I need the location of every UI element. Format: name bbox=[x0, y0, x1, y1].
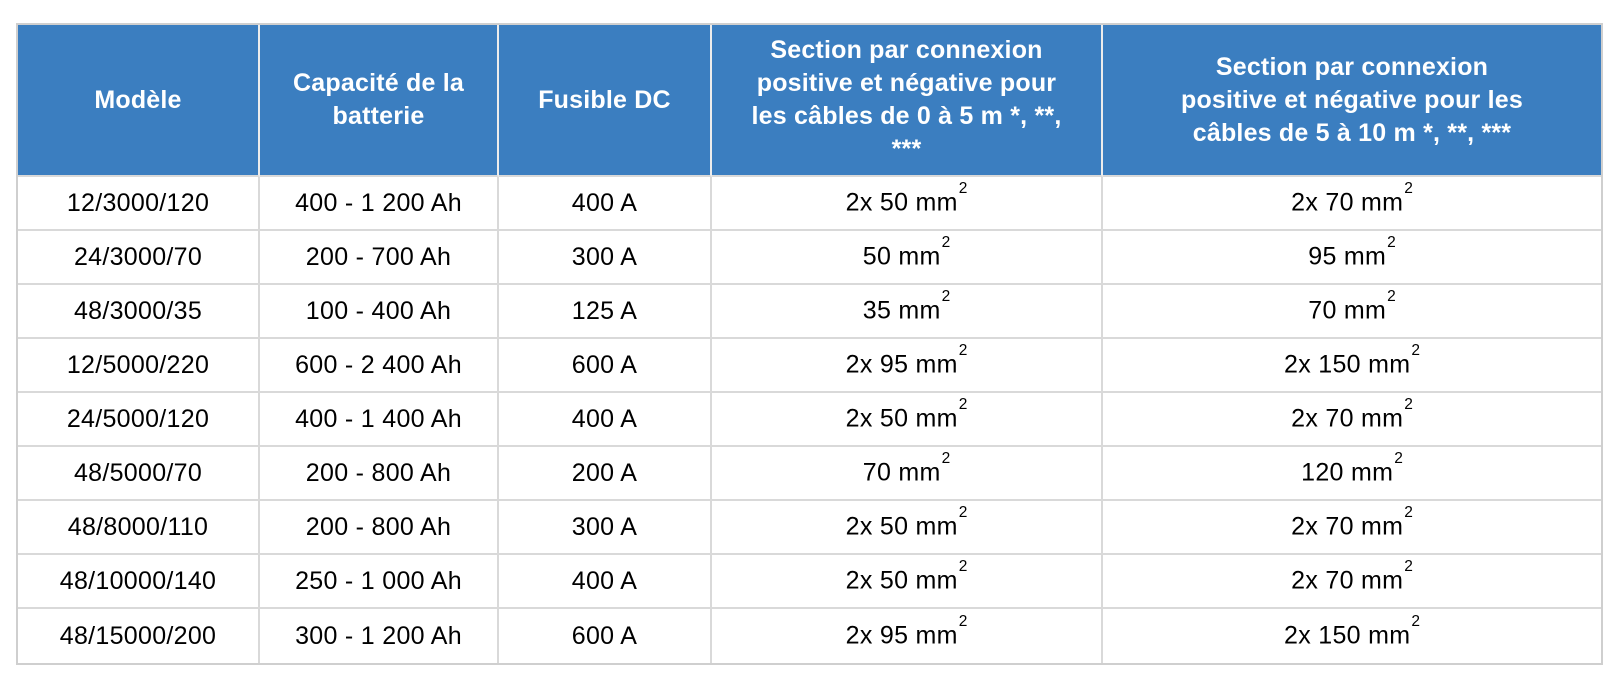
table-cell-r3-c0: 12/5000/220 bbox=[18, 339, 260, 393]
table-cell-r2-c4: 70 mm2 bbox=[1103, 285, 1601, 339]
table-row-7: 48/10000/140 250 - 1 000 Ah 400 A 2x 50 mm2… bbox=[18, 555, 1601, 609]
table-row-0: 12/3000/120 400 - 1 200 Ah 400 A 2x 50 mm2 2… bbox=[18, 177, 1601, 231]
superscript-2: 2 bbox=[941, 287, 951, 305]
inverter-spec-table: Modèle Capacité de la batterie Fusible DC S… bbox=[16, 23, 1603, 665]
table-body: 12/3000/120 400 - 1 200 Ah 400 A 2x 50 mm2 2… bbox=[18, 177, 1601, 663]
superscript-2: 2 bbox=[958, 612, 968, 630]
superscript-2: 2 bbox=[1387, 233, 1396, 251]
table-cell-r2-c2: 125 A bbox=[499, 285, 712, 339]
column-header-4: Section par connexion positive et négati… bbox=[1103, 25, 1601, 177]
superscript-2: 2 bbox=[958, 503, 968, 521]
header-row: Modèle Capacité de la batterie Fusible DC S… bbox=[18, 25, 1601, 177]
table-cell-r7-c2: 400 A bbox=[499, 555, 712, 609]
table-cell-r4-c2: 400 A bbox=[499, 393, 712, 447]
table-cell-r7-c4: 2x 70 mm2 bbox=[1103, 555, 1601, 609]
table-row-1: 24/3000/70 200 - 700 Ah 300 A 50 mm2 95 mm2 bbox=[18, 231, 1601, 285]
column-header-1: Capacité de la batterie bbox=[260, 25, 499, 177]
column-header-3: Section par connexion positive et négati… bbox=[712, 25, 1103, 177]
table-cell-r7-c0: 48/10000/140 bbox=[18, 555, 260, 609]
table-cell-r4-c1: 400 - 1 400 Ah bbox=[260, 393, 499, 447]
superscript-2: 2 bbox=[1404, 395, 1413, 413]
table-cell-r4-c0: 24/5000/120 bbox=[18, 393, 260, 447]
column-header-2: Fusible DC bbox=[499, 25, 712, 177]
table-cell-r0-c3: 2x 50 mm2 bbox=[712, 177, 1103, 231]
superscript-2: 2 bbox=[958, 179, 968, 197]
table-cell-r7-c1: 250 - 1 000 Ah bbox=[260, 555, 499, 609]
table-cell-r1-c1: 200 - 700 Ah bbox=[260, 231, 499, 285]
table-cell-r6-c4: 2x 70 mm2 bbox=[1103, 501, 1601, 555]
table-cell-r7-c3: 2x 50 mm2 bbox=[712, 555, 1103, 609]
table-cell-r5-c0: 48/5000/70 bbox=[18, 447, 260, 501]
superscript-2: 2 bbox=[1387, 287, 1396, 305]
table-cell-r8-c2: 600 A bbox=[499, 609, 712, 663]
table-cell-r8-c0: 48/15000/200 bbox=[18, 609, 260, 663]
table-row-6: 48/8000/110 200 - 800 Ah 300 A 2x 50 mm2 2x … bbox=[18, 501, 1601, 555]
table-row-2: 48/3000/35 100 - 400 Ah 125 A 35 mm2 70 mm2 bbox=[18, 285, 1601, 339]
superscript-2: 2 bbox=[1394, 449, 1403, 467]
table-cell-r0-c2: 400 A bbox=[499, 177, 712, 231]
table-cell-r3-c4: 2x 150 mm2 bbox=[1103, 339, 1601, 393]
table-cell-r4-c3: 2x 50 mm2 bbox=[712, 393, 1103, 447]
superscript-2: 2 bbox=[958, 395, 968, 413]
table-cell-r3-c1: 600 - 2 400 Ah bbox=[260, 339, 499, 393]
superscript-2: 2 bbox=[958, 557, 968, 575]
table-cell-r0-c0: 12/3000/120 bbox=[18, 177, 260, 231]
table-cell-r6-c2: 300 A bbox=[499, 501, 712, 555]
table-cell-r3-c3: 2x 95 mm2 bbox=[712, 339, 1103, 393]
table-cell-r8-c3: 2x 95 mm2 bbox=[712, 609, 1103, 663]
table-cell-r1-c2: 300 A bbox=[499, 231, 712, 285]
table-cell-r3-c2: 600 A bbox=[499, 339, 712, 393]
superscript-2: 2 bbox=[1411, 612, 1420, 630]
table-cell-r2-c0: 48/3000/35 bbox=[18, 285, 260, 339]
table-cell-r5-c2: 200 A bbox=[499, 447, 712, 501]
table-cell-r1-c4: 95 mm2 bbox=[1103, 231, 1601, 285]
table-row-8: 48/15000/200 300 - 1 200 Ah 600 A 2x 95 mm2… bbox=[18, 609, 1601, 663]
table-cell-r8-c1: 300 - 1 200 Ah bbox=[260, 609, 499, 663]
table-cell-r2-c1: 100 - 400 Ah bbox=[260, 285, 499, 339]
table-cell-r8-c4: 2x 150 mm2 bbox=[1103, 609, 1601, 663]
table-row-4: 24/5000/120 400 - 1 400 Ah 400 A 2x 50 mm2 2… bbox=[18, 393, 1601, 447]
column-header-0: Modèle bbox=[18, 25, 260, 177]
superscript-2: 2 bbox=[958, 341, 968, 359]
superscript-2: 2 bbox=[1404, 503, 1413, 521]
superscript-2: 2 bbox=[1404, 179, 1413, 197]
superscript-2: 2 bbox=[1411, 341, 1420, 359]
table-cell-r2-c3: 35 mm2 bbox=[712, 285, 1103, 339]
table-cell-r4-c4: 2x 70 mm2 bbox=[1103, 393, 1601, 447]
superscript-2: 2 bbox=[941, 233, 951, 251]
table-row-5: 48/5000/70 200 - 800 Ah 200 A 70 mm2 120 mm2 bbox=[18, 447, 1601, 501]
table-cell-r5-c3: 70 mm2 bbox=[712, 447, 1103, 501]
table-cell-r0-c1: 400 - 1 200 Ah bbox=[260, 177, 499, 231]
table-cell-r5-c1: 200 - 800 Ah bbox=[260, 447, 499, 501]
table-cell-r6-c3: 2x 50 mm2 bbox=[712, 501, 1103, 555]
superscript-2: 2 bbox=[941, 449, 951, 467]
table-cell-r0-c4: 2x 70 mm2 bbox=[1103, 177, 1601, 231]
table-cell-r6-c0: 48/8000/110 bbox=[18, 501, 260, 555]
table-row-3: 12/5000/220 600 - 2 400 Ah 600 A 2x 95 mm2 2… bbox=[18, 339, 1601, 393]
table-cell-r5-c4: 120 mm2 bbox=[1103, 447, 1601, 501]
table-cell-r1-c3: 50 mm2 bbox=[712, 231, 1103, 285]
table-cell-r1-c0: 24/3000/70 bbox=[18, 231, 260, 285]
table-header: Modèle Capacité de la batterie Fusible DC S… bbox=[18, 25, 1601, 177]
table-cell-r6-c1: 200 - 800 Ah bbox=[260, 501, 499, 555]
superscript-2: 2 bbox=[1404, 557, 1413, 575]
